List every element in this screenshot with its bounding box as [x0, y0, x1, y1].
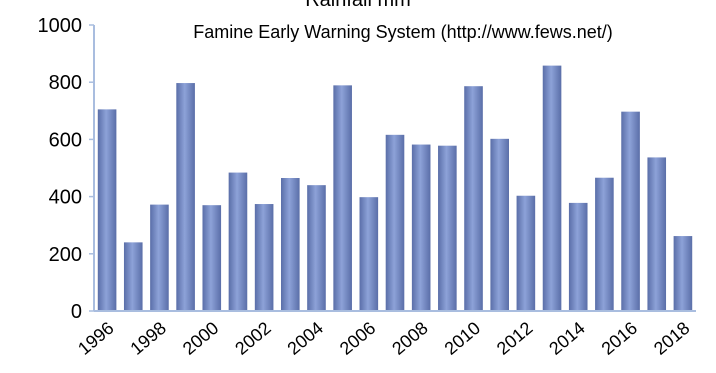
x-tick-label: 2012 — [493, 318, 537, 359]
bar-2011 — [490, 138, 509, 311]
bars — [97, 65, 693, 312]
bar-2007 — [385, 134, 405, 311]
bar-2014 — [568, 202, 588, 311]
x-tick-label: 2002 — [231, 318, 275, 359]
bar-2012 — [516, 195, 536, 311]
bar-1999 — [176, 83, 195, 311]
chart-subtitle: Famine Early Warning System (http://www.… — [193, 22, 612, 42]
bar-1997 — [123, 242, 143, 311]
y-axis-ticks: 0 200 400 600 800 1000 — [38, 15, 94, 323]
y-tick-label: 0 — [71, 301, 82, 323]
x-tick-label: 2004 — [284, 318, 328, 359]
bar-2005 — [333, 85, 352, 311]
bar-2003 — [281, 178, 300, 311]
bar-1996 — [97, 109, 117, 312]
y-tick-label: 800 — [49, 72, 82, 94]
y-tick-label: 400 — [49, 187, 82, 209]
bar-2008 — [411, 144, 431, 311]
x-axis-ticks: 1996 1998 2000 2002 2004 2006 2008 2010 2012 2014… — [74, 318, 693, 359]
bar-1998 — [150, 204, 169, 311]
bar-2018 — [673, 236, 693, 311]
x-tick-label: 2006 — [336, 318, 380, 359]
bar-2000 — [202, 205, 222, 311]
y-tick-label: 600 — [49, 129, 82, 151]
x-tick-label: 1998 — [126, 318, 170, 359]
bar-2016 — [621, 111, 640, 312]
x-tick-label: 2008 — [388, 318, 432, 359]
bar-2015 — [595, 177, 614, 311]
chart-title: Rainfall mm — [305, 0, 411, 11]
bar-2009 — [438, 145, 457, 311]
bar-2004 — [307, 185, 326, 311]
bar-2010 — [464, 86, 483, 311]
bar-2001 — [228, 172, 248, 311]
x-tick-label: 2010 — [441, 318, 485, 359]
x-tick-label: 2016 — [598, 318, 642, 359]
bar-2017 — [647, 157, 667, 311]
bar-2002 — [254, 204, 274, 311]
y-tick-label: 1000 — [38, 15, 83, 37]
y-tick-label: 200 — [49, 244, 82, 266]
x-tick-label: 2018 — [650, 318, 694, 359]
x-tick-label: 1996 — [74, 318, 118, 359]
x-tick-label: 2000 — [179, 318, 223, 359]
bar-2006 — [359, 197, 379, 311]
x-tick-label: 2014 — [545, 318, 589, 359]
bar-2013 — [542, 65, 562, 311]
